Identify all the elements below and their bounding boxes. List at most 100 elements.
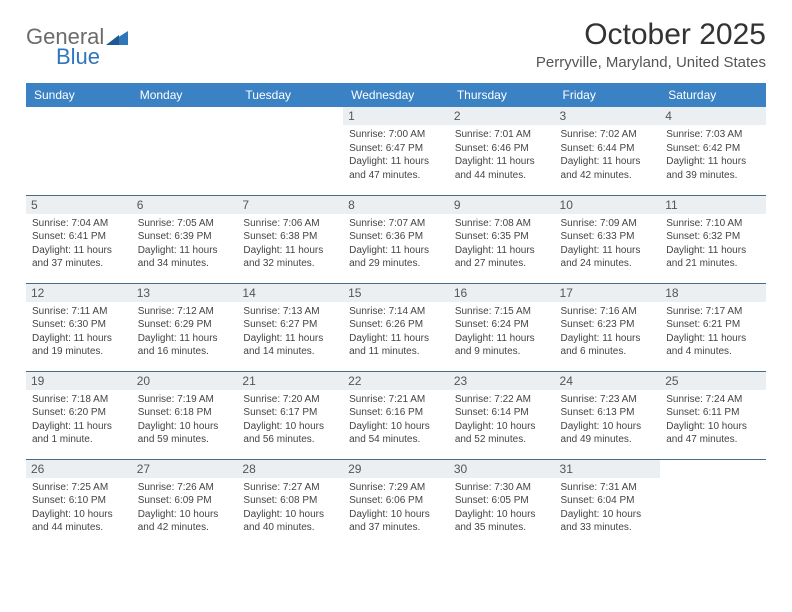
day-number: 2 <box>449 107 555 125</box>
day-details: Sunrise: 7:15 AMSunset: 6:24 PMDaylight:… <box>455 305 549 359</box>
day-number: 14 <box>237 284 343 302</box>
day-number: 12 <box>26 284 132 302</box>
calendar-cell: 21 Sunrise: 7:20 AMSunset: 6:17 PMDayligh… <box>237 371 343 459</box>
calendar-cell: 1 Sunrise: 7:00 AMSunset: 6:47 PMDaylight… <box>343 107 449 195</box>
day-details: Sunrise: 7:14 AMSunset: 6:26 PMDaylight:… <box>349 305 443 359</box>
day-details: Sunrise: 7:27 AMSunset: 6:08 PMDaylight:… <box>243 481 337 535</box>
calendar-cell: 6 Sunrise: 7:05 AMSunset: 6:39 PMDaylight… <box>132 195 238 283</box>
calendar-cell <box>132 107 238 195</box>
day-details: Sunrise: 7:10 AMSunset: 6:32 PMDaylight:… <box>666 217 760 271</box>
day-number: 17 <box>555 284 661 302</box>
day-details: Sunrise: 7:17 AMSunset: 6:21 PMDaylight:… <box>666 305 760 359</box>
calendar-cell: 11 Sunrise: 7:10 AMSunset: 6:32 PMDayligh… <box>660 195 766 283</box>
weekday-header: Friday <box>555 83 661 107</box>
day-details: Sunrise: 7:03 AMSunset: 6:42 PMDaylight:… <box>666 128 760 182</box>
day-number: 4 <box>660 107 766 125</box>
month-title: October 2025 <box>536 18 766 52</box>
day-number: 29 <box>343 460 449 478</box>
day-number: 13 <box>132 284 238 302</box>
day-number: 23 <box>449 372 555 390</box>
day-number: 19 <box>26 372 132 390</box>
day-number: 5 <box>26 196 132 214</box>
day-details: Sunrise: 7:23 AMSunset: 6:13 PMDaylight:… <box>561 393 655 447</box>
day-number: 28 <box>237 460 343 478</box>
title-block: October 2025 Perryville, Maryland, Unite… <box>536 18 766 71</box>
header: GeneralBlue October 2025 Perryville, Mar… <box>26 18 766 71</box>
weekday-header: Tuesday <box>237 83 343 107</box>
calendar-cell: 10 Sunrise: 7:09 AMSunset: 6:33 PMDayligh… <box>555 195 661 283</box>
calendar-cell: 8Sunrise: 7:07 AMSunset: 6:36 PMDaylight… <box>343 195 449 283</box>
calendar-cell: 29Sunrise: 7:29 AMSunset: 6:06 PMDayligh… <box>343 459 449 547</box>
calendar-cell: 5 Sunrise: 7:04 AMSunset: 6:41 PMDaylight… <box>26 195 132 283</box>
weekday-header-row: Sunday Monday Tuesday Wednesday Thursday… <box>26 83 766 107</box>
day-number: 3 <box>555 107 661 125</box>
day-number: 20 <box>132 372 238 390</box>
day-number: 7 <box>237 196 343 214</box>
day-details: Sunrise: 7:19 AMSunset: 6:18 PMDaylight:… <box>138 393 232 447</box>
calendar-cell: 31 Sunrise: 7:31 AMSunset: 6:04 PMDayligh… <box>555 459 661 547</box>
calendar-cell: 23 Sunrise: 7:22 AMSunset: 6:14 PMDayligh… <box>449 371 555 459</box>
day-number: 31 <box>555 460 661 478</box>
weekday-header: Monday <box>132 83 238 107</box>
calendar-cell: 9 Sunrise: 7:08 AMSunset: 6:35 PMDaylight… <box>449 195 555 283</box>
day-details: Sunrise: 7:02 AMSunset: 6:44 PMDaylight:… <box>561 128 655 182</box>
day-number: 1 <box>343 107 449 125</box>
calendar-cell: 22 Sunrise: 7:21 AMSunset: 6:16 PMDayligh… <box>343 371 449 459</box>
day-details: Sunrise: 7:24 AMSunset: 6:11 PMDaylight:… <box>666 393 760 447</box>
day-number: 26 <box>26 460 132 478</box>
calendar-cell: 14 Sunrise: 7:13 AMSunset: 6:27 PMDayligh… <box>237 283 343 371</box>
weekday-header: Sunday <box>26 83 132 107</box>
calendar-week-row: 19Sunrise: 7:18 AMSunset: 6:20 PMDayligh… <box>26 371 766 459</box>
day-number: 6 <box>132 196 238 214</box>
calendar-cell: 3 Sunrise: 7:02 AMSunset: 6:44 PMDaylight… <box>555 107 661 195</box>
calendar-cell: 17 Sunrise: 7:16 AMSunset: 6:23 PMDayligh… <box>555 283 661 371</box>
day-number: 21 <box>237 372 343 390</box>
logo-triangle-icon <box>106 31 128 50</box>
day-details: Sunrise: 7:31 AMSunset: 6:04 PMDaylight:… <box>561 481 655 535</box>
calendar-cell: 2 Sunrise: 7:01 AMSunset: 6:46 PMDaylight… <box>449 107 555 195</box>
day-details: Sunrise: 7:11 AMSunset: 6:30 PMDaylight:… <box>32 305 126 359</box>
calendar-cell: 16 Sunrise: 7:15 AMSunset: 6:24 PMDayligh… <box>449 283 555 371</box>
calendar-week-row: 26 Sunrise: 7:25 AMSunset: 6:10 PMDayligh… <box>26 459 766 547</box>
calendar-cell: 25Sunrise: 7:24 AMSunset: 6:11 PMDayligh… <box>660 371 766 459</box>
calendar-cell <box>26 107 132 195</box>
day-number: 30 <box>449 460 555 478</box>
day-number: 22 <box>343 372 449 390</box>
day-number: 9 <box>449 196 555 214</box>
day-number: 16 <box>449 284 555 302</box>
weekday-header: Saturday <box>660 83 766 107</box>
weekday-header: Thursday <box>449 83 555 107</box>
calendar-cell: 18Sunrise: 7:17 AMSunset: 6:21 PMDayligh… <box>660 283 766 371</box>
calendar-cell: 20 Sunrise: 7:19 AMSunset: 6:18 PMDayligh… <box>132 371 238 459</box>
calendar-cell: 13 Sunrise: 7:12 AMSunset: 6:29 PMDayligh… <box>132 283 238 371</box>
logo-text-blue: Blue <box>56 44 100 69</box>
day-details: Sunrise: 7:22 AMSunset: 6:14 PMDaylight:… <box>455 393 549 447</box>
day-details: Sunrise: 7:01 AMSunset: 6:46 PMDaylight:… <box>455 128 549 182</box>
day-details: Sunrise: 7:20 AMSunset: 6:17 PMDaylight:… <box>243 393 337 447</box>
calendar-cell: 15Sunrise: 7:14 AMSunset: 6:26 PMDayligh… <box>343 283 449 371</box>
day-details: Sunrise: 7:09 AMSunset: 6:33 PMDaylight:… <box>561 217 655 271</box>
weekday-header: Wednesday <box>343 83 449 107</box>
calendar-cell: 19Sunrise: 7:18 AMSunset: 6:20 PMDayligh… <box>26 371 132 459</box>
day-details: Sunrise: 7:05 AMSunset: 6:39 PMDaylight:… <box>138 217 232 271</box>
calendar-cell: 28 Sunrise: 7:27 AMSunset: 6:08 PMDayligh… <box>237 459 343 547</box>
calendar-cell: 26 Sunrise: 7:25 AMSunset: 6:10 PMDayligh… <box>26 459 132 547</box>
day-details: Sunrise: 7:16 AMSunset: 6:23 PMDaylight:… <box>561 305 655 359</box>
day-details: Sunrise: 7:12 AMSunset: 6:29 PMDaylight:… <box>138 305 232 359</box>
calendar-cell: 24 Sunrise: 7:23 AMSunset: 6:13 PMDayligh… <box>555 371 661 459</box>
day-number: 11 <box>660 196 766 214</box>
day-details: Sunrise: 7:07 AMSunset: 6:36 PMDaylight:… <box>349 217 443 271</box>
day-details: Sunrise: 7:25 AMSunset: 6:10 PMDaylight:… <box>32 481 126 535</box>
day-number: 10 <box>555 196 661 214</box>
day-number: 27 <box>132 460 238 478</box>
calendar-cell: 7Sunrise: 7:06 AMSunset: 6:38 PMDaylight… <box>237 195 343 283</box>
day-number: 24 <box>555 372 661 390</box>
day-details: Sunrise: 7:30 AMSunset: 6:05 PMDaylight:… <box>455 481 549 535</box>
day-details: Sunrise: 7:08 AMSunset: 6:35 PMDaylight:… <box>455 217 549 271</box>
calendar-cell: 4 Sunrise: 7:03 AMSunset: 6:42 PMDaylight… <box>660 107 766 195</box>
day-details: Sunrise: 7:13 AMSunset: 6:27 PMDaylight:… <box>243 305 337 359</box>
day-details: Sunrise: 7:00 AMSunset: 6:47 PMDaylight:… <box>349 128 443 182</box>
day-details: Sunrise: 7:04 AMSunset: 6:41 PMDaylight:… <box>32 217 126 271</box>
calendar-cell: 27Sunrise: 7:26 AMSunset: 6:09 PMDayligh… <box>132 459 238 547</box>
day-details: Sunrise: 7:21 AMSunset: 6:16 PMDaylight:… <box>349 393 443 447</box>
